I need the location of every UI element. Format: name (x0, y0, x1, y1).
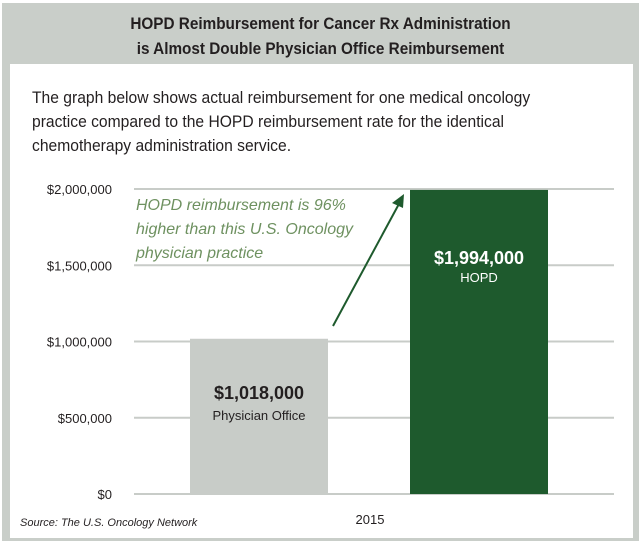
intro-line: The graph below shows actual reimburseme… (32, 88, 531, 107)
bar-hopd (410, 189, 548, 495)
title-line-2: is Almost Double Physician Office Reimbu… (136, 39, 505, 58)
bar-physician-office (190, 338, 328, 494)
bar-value-label: $1,994,000 (434, 248, 524, 268)
y-tick-label: $2,000,000 (47, 182, 112, 197)
bar-series-label: HOPD (460, 270, 498, 285)
title-line-1: HOPD Reimbursement for Cancer Rx Adminis… (130, 14, 511, 33)
intro-line: chemotherapy administration service. (32, 136, 292, 155)
bar-value-label: $1,018,000 (214, 383, 304, 403)
intro-line: practice compared to the HOPD reimbursem… (32, 112, 505, 131)
intro-text: The graph below shows actual reimburseme… (32, 86, 575, 158)
y-tick-label: $500,000 (58, 411, 112, 426)
y-tick-label: $1,000,000 (47, 335, 112, 350)
y-tick-label: $1,500,000 (47, 258, 112, 273)
bar-series-label: Physician Office (213, 408, 306, 423)
chart-title: HOPD Reimbursement for Cancer Rx Adminis… (34, 11, 607, 61)
arrow-head-icon (392, 194, 404, 208)
annotation-text: higher than this U.S. Oncology (136, 221, 354, 238)
annotation-arrow (332, 201, 401, 327)
annotation-text: physician practice (135, 245, 263, 262)
x-tick-label: 2015 (356, 512, 385, 527)
annotation-text: HOPD reimbursement is 96% (136, 197, 346, 214)
y-tick-label: $0 (98, 487, 112, 502)
source-note: Source: The U.S. Oncology Network (20, 517, 198, 529)
